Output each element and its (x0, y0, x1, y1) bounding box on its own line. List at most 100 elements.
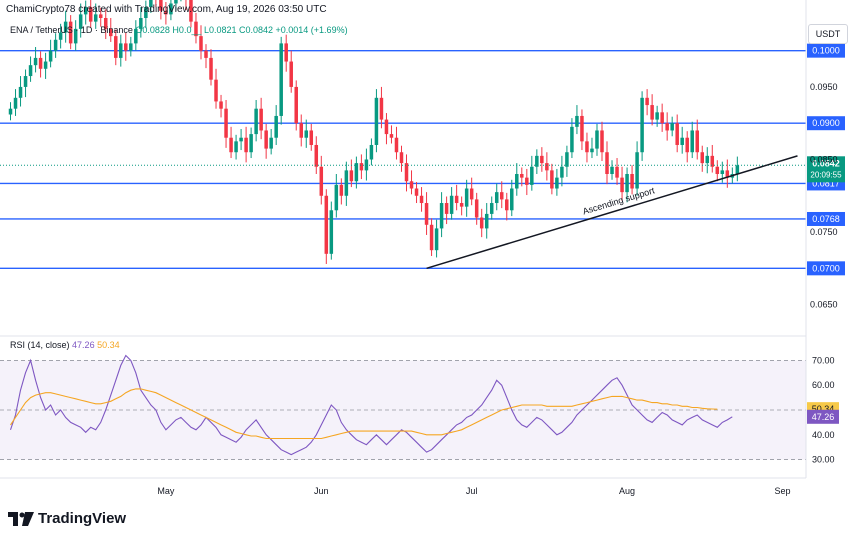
candle (234, 141, 238, 153)
candle (294, 86, 298, 124)
x-tick-label: Sep (774, 486, 790, 496)
level-label: 0.0817 (812, 178, 840, 188)
candle (590, 148, 594, 153)
candle (83, 7, 88, 15)
level-label-box (807, 43, 845, 58)
candle (474, 199, 479, 218)
candle (279, 43, 283, 116)
candle (314, 144, 319, 167)
candle (289, 61, 293, 87)
candle (43, 61, 48, 69)
rsi-legend[interactable]: RSI (14, close) 47.26 50.34 (10, 340, 120, 350)
candle (13, 97, 18, 109)
candle (224, 108, 228, 138)
chart-credit: ChamiCrypto78 created with TradingView.c… (6, 4, 327, 15)
candle (479, 217, 484, 229)
candle (384, 119, 389, 135)
level-label-box (807, 116, 845, 131)
candle (229, 137, 233, 153)
candle (8, 108, 13, 115)
candle (645, 97, 649, 106)
level-label: 0.0900 (812, 118, 840, 128)
candle (464, 188, 469, 207)
candle (484, 213, 489, 229)
candle (189, 0, 193, 22)
candle (119, 43, 123, 58)
candle (63, 21, 68, 33)
candle (329, 210, 334, 254)
candle (73, 28, 78, 44)
rsi-tick-label: 30.00 (812, 455, 835, 465)
candle (109, 28, 113, 37)
symbol-label: ENA / TetherUS · 1D · Binance (10, 25, 133, 35)
candle (665, 123, 669, 131)
candle (264, 130, 268, 149)
candle (284, 43, 288, 62)
candle (695, 130, 699, 153)
candle (354, 163, 359, 182)
price-tick-label: 0.0850 (810, 154, 838, 164)
rsi-line (9, 354, 733, 456)
symbol-legend[interactable]: ENA / TetherUS · 1D · Binance O0.0828 H0… (10, 25, 348, 35)
candle (334, 184, 339, 211)
candle (555, 177, 559, 189)
candle (48, 50, 53, 62)
candles (8, 0, 740, 264)
candle (214, 79, 218, 102)
last-price-box (807, 156, 845, 183)
price-pane: Ascending support (0, 0, 806, 270)
candle (159, 0, 163, 11)
candle (510, 188, 514, 211)
candle (174, 0, 178, 4)
candle (635, 152, 639, 189)
candle (219, 101, 223, 109)
brand-footer[interactable]: TradingView (8, 510, 126, 527)
candle (605, 152, 609, 174)
candle (389, 134, 394, 138)
candle (600, 130, 604, 153)
candle (149, 0, 153, 8)
x-tick-label: Jul (466, 486, 478, 496)
level-label: 0.0700 (812, 263, 840, 273)
candle (379, 97, 384, 120)
candle (324, 195, 329, 254)
candle (444, 203, 449, 214)
candle (28, 65, 33, 77)
candle (269, 137, 273, 149)
candle (640, 97, 644, 153)
candle (399, 152, 404, 164)
candle (505, 199, 509, 211)
candle (204, 50, 208, 58)
candle (675, 123, 679, 145)
candle (254, 108, 258, 135)
currency-button[interactable]: USDT (808, 24, 848, 44)
candle (459, 203, 464, 207)
candle (424, 203, 429, 225)
countdown-label: 20:09:55 (810, 170, 842, 179)
level-label: 0.0768 (812, 214, 840, 224)
candle (685, 137, 689, 153)
candle (655, 112, 659, 120)
price-tick-label: 0.0750 (810, 227, 838, 237)
rsi-ma-line (10, 388, 718, 440)
rsi-tick-label: 40.00 (812, 430, 835, 440)
candle (249, 134, 253, 153)
ascending-support-trendline (426, 155, 798, 270)
candle (725, 170, 730, 178)
candle (610, 166, 614, 174)
candle (469, 188, 474, 200)
candle (369, 144, 374, 160)
candle (575, 115, 579, 127)
rsi-tick-label: 70.00 (812, 355, 835, 365)
candle (374, 97, 379, 145)
candle (53, 39, 58, 51)
candle (525, 177, 529, 185)
candle (565, 152, 569, 167)
candle (530, 166, 534, 185)
candle (670, 123, 674, 131)
candle (114, 36, 118, 58)
last-price-label: 0.0842 (812, 158, 840, 168)
candle (545, 163, 549, 171)
candle (735, 165, 740, 174)
candle (199, 36, 203, 51)
